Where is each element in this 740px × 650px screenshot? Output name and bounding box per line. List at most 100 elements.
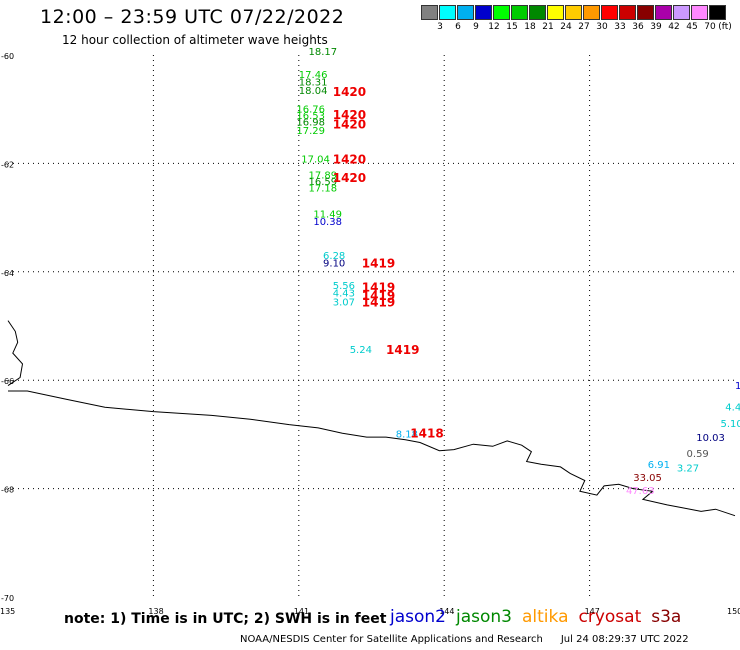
scale-swatch — [673, 5, 690, 20]
lon-tick-label: 141 — [294, 607, 309, 616]
scale-label: 15 — [506, 22, 518, 32]
wave-height-label: 16.98 — [296, 117, 325, 128]
scale-unit: (ft) — [718, 22, 732, 32]
scale-label: 42 — [668, 22, 680, 32]
scale-swatch — [493, 5, 510, 20]
scale-swatch — [439, 5, 456, 20]
wave-height-label: 5.10 — [720, 419, 740, 430]
time-label: 1419 — [362, 280, 395, 294]
color-scale-legend: 3 6 9 12 15 18 21 24 27 30 33 36 39 42 45 70 (ft) — [421, 5, 732, 33]
scale-swatch — [565, 5, 582, 20]
time-label: 1420 — [333, 171, 366, 185]
credit-line: NOAA/NESDIS Center for Satellite Applica… — [240, 634, 689, 645]
scale-swatch — [547, 5, 564, 20]
scale-swatch — [475, 5, 492, 20]
time-label: 1418 — [410, 427, 443, 441]
wave-height-label: 10 — [735, 381, 740, 392]
scale-label: 18 — [524, 22, 536, 32]
wave-height-label: 9.10 — [323, 258, 345, 269]
time-labels: 1420142014201420142014191419141914191419… — [333, 85, 444, 440]
scale-label: 6 — [455, 22, 461, 32]
lon-tick-label: 144 — [439, 607, 454, 616]
scale-swatch — [421, 5, 438, 20]
page-subtitle: 12 hour collection of altimeter wave hei… — [62, 33, 328, 47]
scale-label: 39 — [650, 22, 662, 32]
scale-label: 33 — [614, 22, 626, 32]
scale-swatch — [511, 5, 528, 20]
satellite-legend: jason2 jason3 altika cryosat s3a — [390, 607, 691, 627]
wave-height-label: 17.29 — [296, 126, 325, 137]
scale-swatch — [601, 5, 618, 20]
lat-tick-label: -64 — [1, 269, 14, 278]
scale-label: 12 — [488, 22, 500, 32]
satellite-legend-item: jason2 — [390, 607, 446, 627]
scale-swatch — [583, 5, 600, 20]
coastline-west — [7, 320, 24, 387]
credit-text: NOAA/NESDIS Center for Satellite Applica… — [240, 634, 543, 645]
scale-swatch — [655, 5, 672, 20]
time-label: 1420 — [333, 108, 366, 122]
wave-height-label: 33.05 — [633, 473, 662, 484]
wave-height-label: 5.24 — [350, 345, 372, 356]
satellite-legend-item: altika — [522, 607, 569, 627]
time-label: 1419 — [362, 289, 395, 303]
scale-swatch — [529, 5, 546, 20]
lat-tick-label: -70 — [1, 594, 14, 603]
satellite-legend-item: cryosat — [578, 607, 642, 627]
lon-tick-label: 147 — [585, 607, 600, 616]
satellite-legend-item: s3a — [651, 607, 682, 627]
scale-label: 45 — [686, 22, 698, 32]
map-grid — [8, 55, 735, 597]
time-label: 1420 — [333, 118, 366, 132]
wave-height-label: 3.07 — [333, 297, 355, 308]
lon-tick-label: 138 — [148, 607, 163, 616]
note-text: note: 1) Time is in UTC; 2) SWH is in fe… — [64, 611, 387, 627]
scale-label: 70 — [704, 22, 716, 32]
time-label: 1419 — [362, 295, 395, 309]
wave-height-label: 8.18 — [396, 430, 418, 441]
timestamp: Jul 24 08:29:37 UTC 2022 — [560, 634, 689, 645]
wave-height-label: 47.63 — [626, 486, 655, 497]
wave-height-label: 18.04 — [299, 86, 328, 97]
wave-height-label: 6.28 — [323, 251, 345, 262]
scale-swatch — [457, 5, 474, 20]
time-label: 1420 — [333, 152, 366, 166]
wave-height-label: 4.43 — [333, 289, 355, 300]
wave-height-label: 17.04 — [301, 154, 330, 165]
scale-swatch — [619, 5, 636, 20]
wave-height-label: 10.03 — [696, 433, 725, 444]
time-label: 1419 — [386, 343, 419, 357]
page-title: 12:00 – 23:59 UTC 07/22/2022 — [40, 6, 345, 28]
wave-height-label: 6.91 — [648, 460, 670, 471]
scale-label: 27 — [578, 22, 590, 32]
satellite-legend-item: jason3 — [456, 607, 512, 627]
axis-tick-labels: -60 -62 -64 -66 -68 -70 135 138 141 144 147 150 — [0, 52, 740, 616]
wave-height-label: 16.53 — [296, 111, 325, 122]
wave-height-label: 10.38 — [313, 217, 342, 228]
scale-swatch — [709, 5, 726, 20]
scale-label: 30 — [596, 22, 608, 32]
scale-label: 24 — [560, 22, 572, 32]
lon-tick-label: 150 — [727, 607, 740, 616]
wave-height-label: 18.17 — [308, 47, 337, 58]
lon-tick-label: 135 — [0, 607, 15, 616]
wave-height-label: 17.89 — [308, 171, 337, 182]
scale-label: 9 — [473, 22, 479, 32]
scale-swatch — [691, 5, 708, 20]
scale-label: 36 — [632, 22, 644, 32]
lat-tick-label: -60 — [1, 52, 14, 61]
wave-height-label: 16.59 — [308, 177, 337, 188]
wave-height-label: 17.18 — [308, 184, 337, 195]
coastline-main — [8, 390, 736, 517]
wave-height-label: 3.27 — [677, 463, 699, 474]
scale-swatch — [637, 5, 654, 20]
wave-height-label: 16.76 — [296, 104, 325, 115]
scale-label: 21 — [542, 22, 554, 32]
lat-tick-label: -66 — [1, 377, 14, 386]
wave-height-label: 18.31 — [299, 77, 328, 88]
coastline — [7, 320, 736, 517]
scale-label: 3 — [437, 22, 443, 32]
wave-height-label: 0.59 — [687, 449, 709, 460]
